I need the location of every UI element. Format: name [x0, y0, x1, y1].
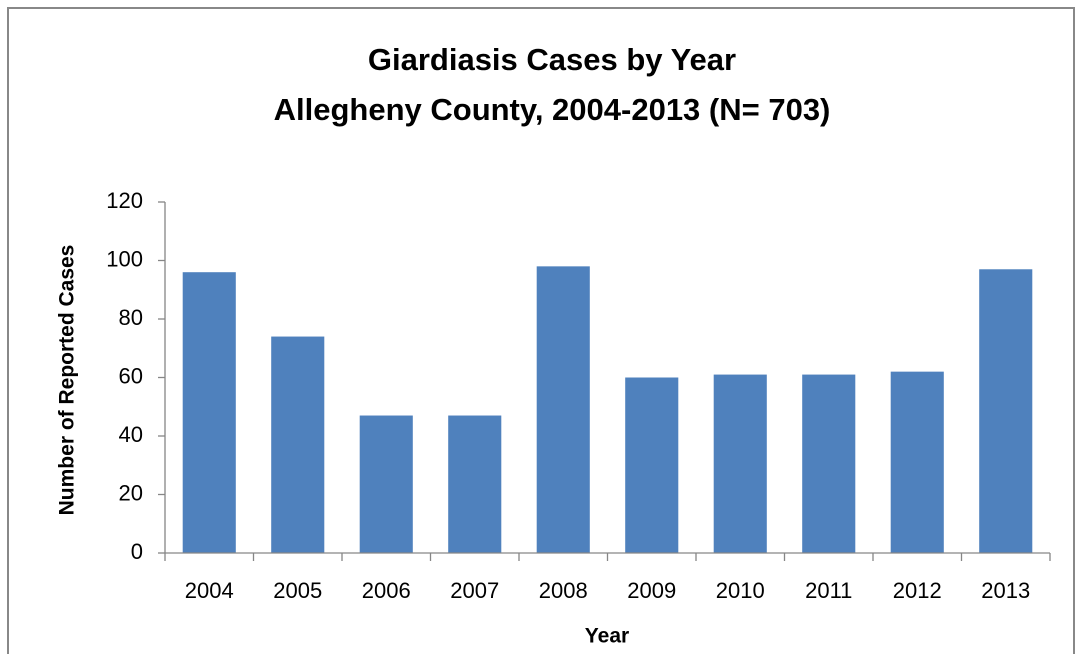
x-tick-label: 2010: [716, 578, 765, 603]
x-tick-label: 2013: [981, 578, 1030, 603]
bar: [536, 266, 590, 553]
y-tick-label: 20: [119, 480, 143, 505]
x-tick-label: 2011: [805, 578, 852, 603]
x-tick-label: 2007: [450, 578, 499, 603]
y-tick-label: 120: [106, 188, 143, 213]
x-tick-label: 2009: [627, 578, 676, 603]
bar: [182, 272, 236, 553]
y-axis-title: Number of Reported Cases: [56, 245, 79, 516]
chart-title: Allegheny County, 2004-2013 (N= 703): [274, 92, 831, 127]
x-tick-label: 2006: [362, 578, 411, 603]
bar: [359, 415, 413, 553]
x-tick-label: 2004: [185, 578, 234, 603]
chart-title: Giardiasis Cases by Year: [368, 42, 736, 77]
bar: [802, 374, 856, 553]
x-tick-label: 2008: [539, 578, 588, 603]
bar: [271, 336, 325, 553]
y-tick-label: 80: [119, 305, 143, 330]
bar: [713, 374, 767, 553]
y-tick-label: 0: [131, 539, 143, 564]
x-tick-label: 2005: [273, 578, 322, 603]
x-tick-label: 2012: [893, 578, 942, 603]
y-tick-label: 60: [119, 363, 143, 388]
bar: [890, 371, 944, 553]
y-tick-label: 100: [106, 246, 143, 271]
bar: [448, 415, 502, 553]
x-axis-title: Year: [585, 625, 629, 648]
bar: [625, 377, 679, 553]
bar: [979, 269, 1033, 553]
y-tick-label: 40: [119, 422, 143, 447]
